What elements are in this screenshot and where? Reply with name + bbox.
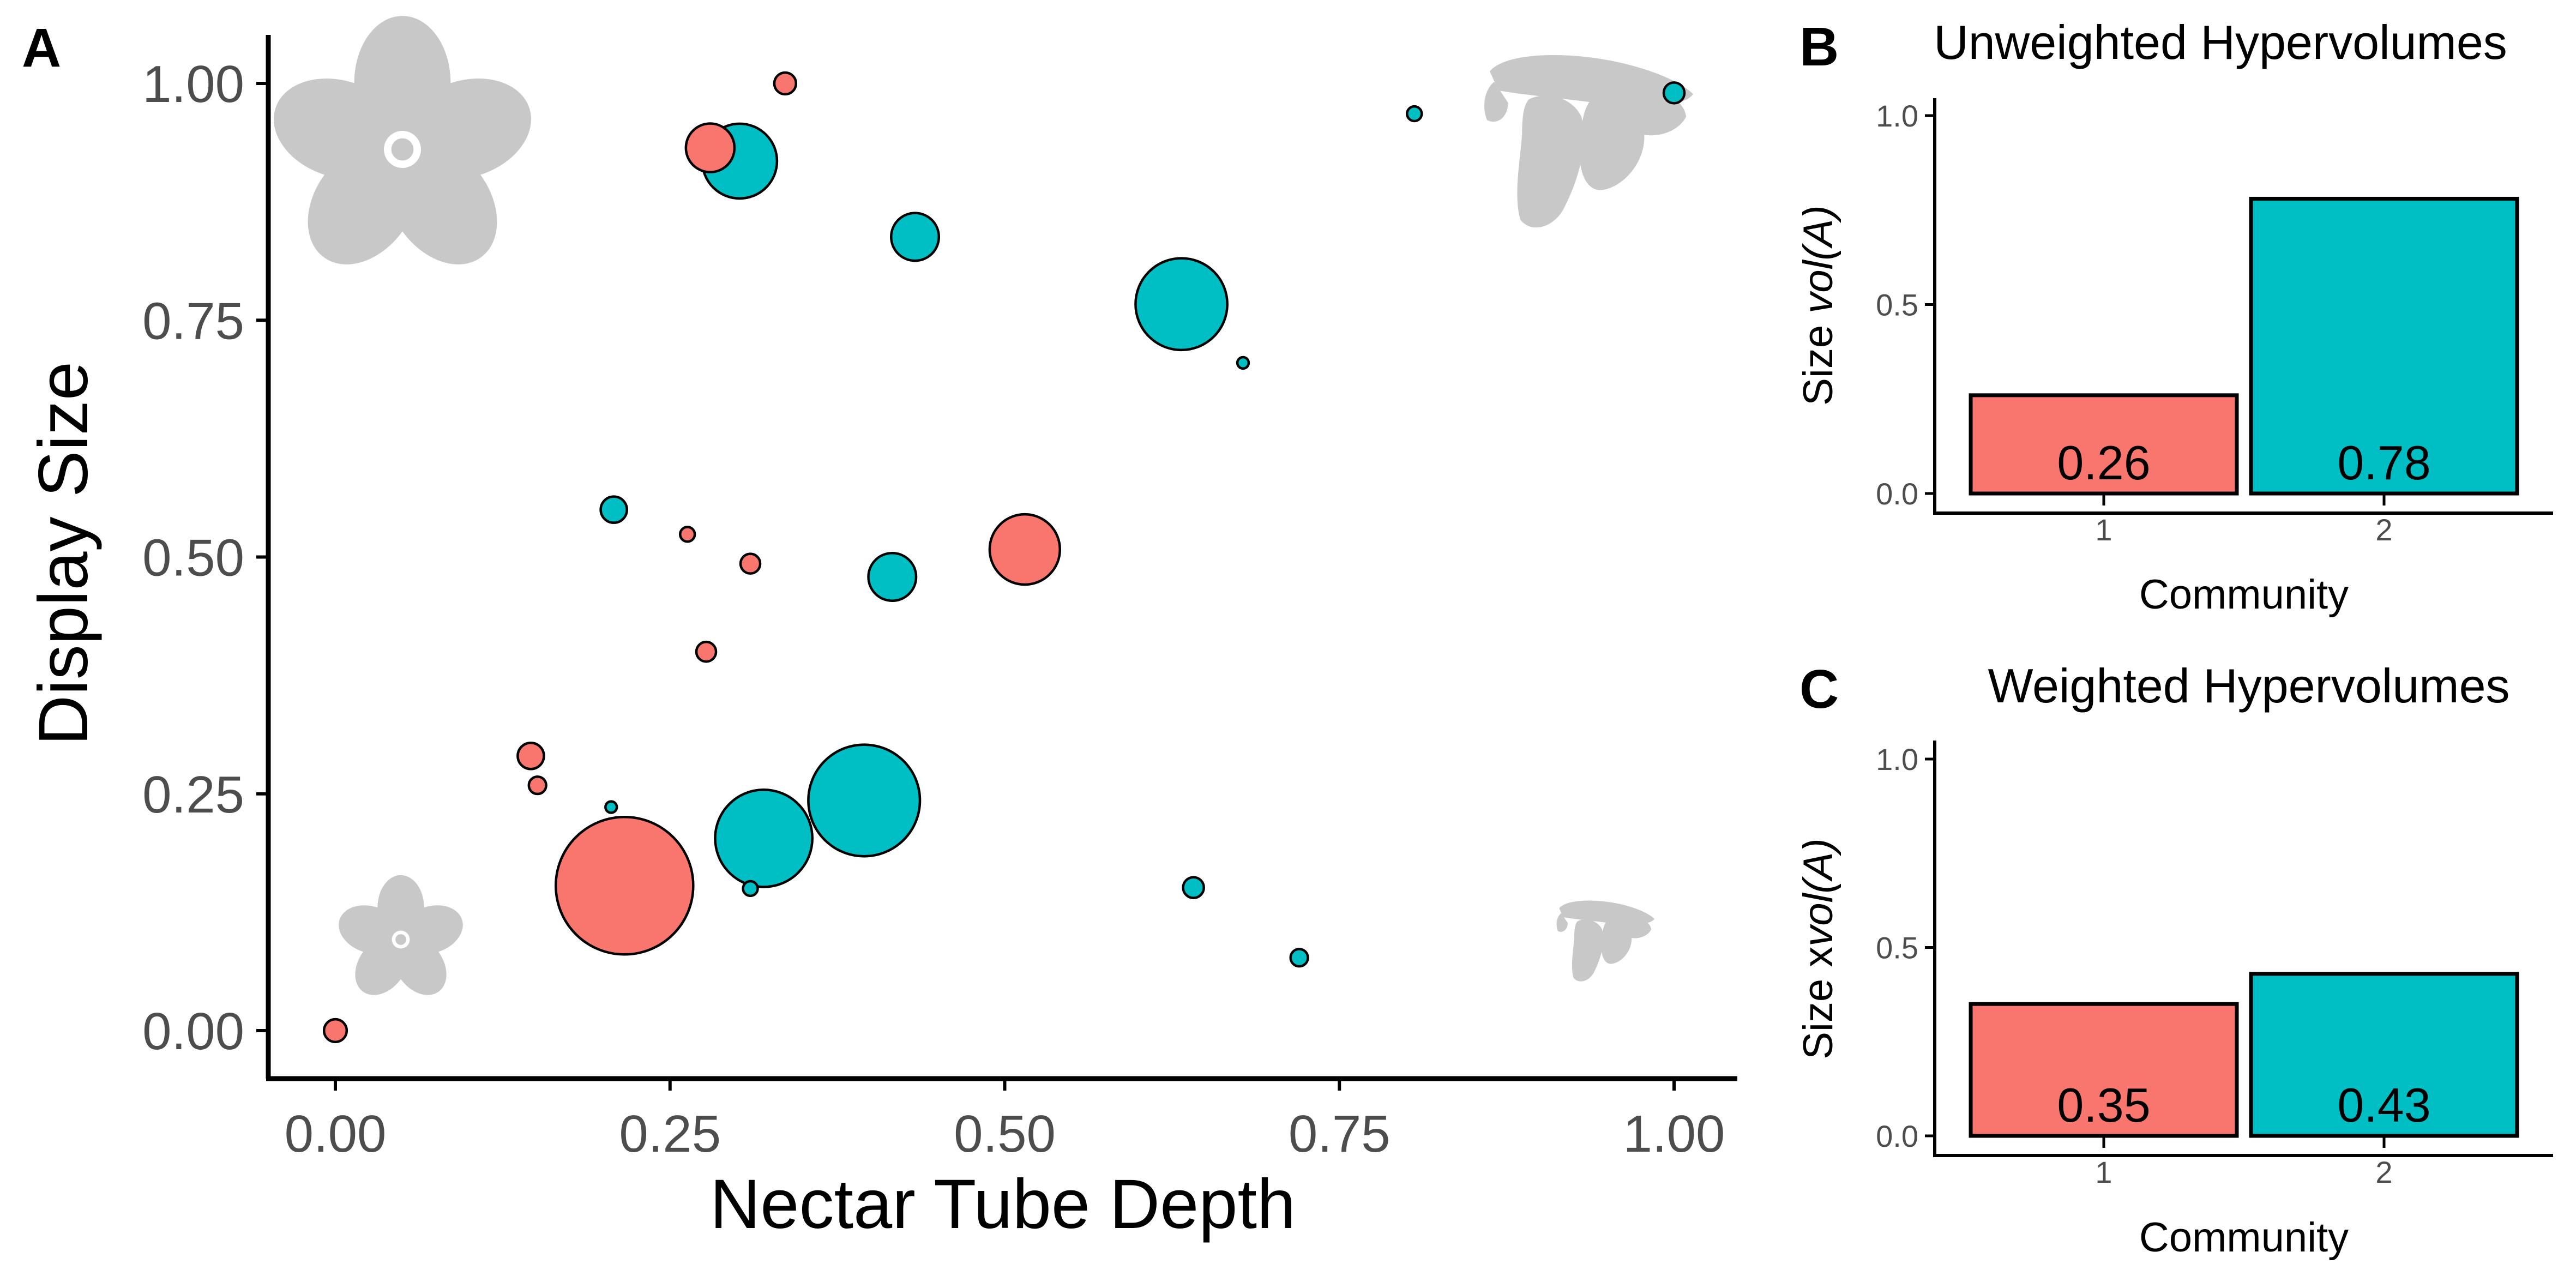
bar-community-2 bbox=[2249, 196, 2519, 496]
panel-b-bars: 0.26 0.78 bbox=[1969, 196, 2519, 496]
bar-community-1 bbox=[1969, 393, 2239, 496]
scatter-ticks: 0.00 0.25 0.50 0.75 1.00 0.00 0.25 0.50 0.75 1.00 bbox=[142, 55, 1725, 1163]
y-tick-label: 0.00 bbox=[142, 1002, 244, 1061]
y-tick-label: 0.25 bbox=[142, 766, 244, 824]
panel-c-bars: 0.35 0.43 bbox=[1969, 972, 2519, 1138]
small-long-tubed-flower-silhouette-icon bbox=[1556, 900, 1654, 982]
panel-c-x-axis-title: Community bbox=[2139, 1214, 2349, 1261]
scatter-point-community-1 bbox=[678, 526, 696, 543]
scatter-point-community-2 bbox=[890, 212, 941, 262]
bar-community-1 bbox=[1969, 1002, 2239, 1138]
bar-value-label: 0.35 bbox=[2057, 1078, 2150, 1132]
scatter-points bbox=[322, 71, 1686, 1044]
panel-c-ticks: 0.0 0.5 1.0 1 2 bbox=[1876, 742, 2392, 1189]
panel-a-label: A bbox=[22, 17, 61, 79]
scatter-panel: A bbox=[22, 16, 1737, 1243]
x-tick-label: 0.75 bbox=[1289, 1105, 1391, 1163]
bar-community-2 bbox=[2249, 972, 2519, 1138]
bar-y-tick-label: 0.0 bbox=[1876, 1119, 1918, 1153]
bar-y-tick-label: 1.0 bbox=[1876, 742, 1918, 777]
scatter-point-community-1 bbox=[554, 815, 695, 956]
scatter-point-community-2 bbox=[807, 743, 922, 858]
panel-b-ticks: 0.0 0.5 1.0 1 2 bbox=[1876, 99, 2392, 547]
scatter-point-community-2 bbox=[714, 789, 814, 888]
scatter-point-community-2 bbox=[742, 880, 759, 898]
bar-y-tick-label: 1.0 bbox=[1876, 99, 1918, 133]
y-tick-label: 0.75 bbox=[142, 292, 244, 350]
bar-value-label: 0.78 bbox=[2337, 436, 2430, 490]
scatter-y-axis-title: Display Size bbox=[25, 362, 103, 745]
panel-b-label: B bbox=[1799, 16, 1839, 77]
scatter-point-community-2 bbox=[1406, 105, 1423, 123]
scatter-point-community-1 bbox=[739, 552, 762, 575]
scatter-point-community-1 bbox=[773, 71, 798, 96]
scatter-point-community-1 bbox=[695, 640, 718, 663]
panel-b-y-axis-title-prefix: Size bbox=[1795, 314, 1841, 406]
bar-y-tick-label: 0.0 bbox=[1876, 477, 1918, 511]
panel-c-y-axis-title-italic: vol(A) bbox=[1795, 838, 1841, 946]
panel-c-y-axis-title: Size xvol(A) bbox=[1795, 838, 1841, 1059]
scatter-point-community-2 bbox=[867, 551, 918, 602]
scatter-point-community-2 bbox=[1662, 81, 1686, 105]
bar-x-tick-label: 2 bbox=[2375, 1155, 2392, 1189]
scatter-point-community-1 bbox=[516, 741, 545, 771]
panel-c-y-axis-title-prefix: Size x bbox=[1795, 947, 1841, 1060]
panel-c-label: C bbox=[1799, 659, 1839, 720]
bar-x-tick-label: 1 bbox=[2095, 513, 2112, 547]
large-flower-silhouette-icon bbox=[274, 16, 531, 264]
x-tick-label: 0.25 bbox=[619, 1105, 721, 1163]
y-tick-label: 0.50 bbox=[142, 529, 244, 587]
y-tick-label: 1.00 bbox=[142, 55, 244, 113]
scatter-point-community-2 bbox=[1182, 876, 1205, 899]
x-tick-label: 0.00 bbox=[285, 1105, 387, 1163]
scatter-point-community-2 bbox=[1134, 257, 1229, 352]
x-tick-label: 1.00 bbox=[1623, 1105, 1725, 1163]
bar-y-tick-label: 0.5 bbox=[1876, 931, 1918, 965]
panel-c-title: Weighted Hypervolumes bbox=[1988, 659, 2509, 713]
scatter-point-community-1 bbox=[988, 513, 1062, 586]
x-tick-label: 0.50 bbox=[954, 1105, 1056, 1163]
unweighted-bar-panel: B Unweighted Hypervolumes 0.0 0.5 1.0 1 2 0.… bbox=[1795, 15, 2553, 618]
scatter-point-community-1 bbox=[684, 122, 736, 173]
bar-x-tick-label: 2 bbox=[2375, 513, 2392, 547]
weighted-bar-panel: C Weighted Hypervolumes 0.0 0.5 1.0 1 2 0.35… bbox=[1795, 659, 2553, 1261]
bar-y-tick-label: 0.5 bbox=[1876, 288, 1918, 322]
panel-b-y-axis-title-italic: vol(A) bbox=[1795, 205, 1841, 313]
scatter-point-community-1 bbox=[322, 1018, 348, 1044]
bar-x-tick-label: 1 bbox=[2095, 1155, 2112, 1189]
panel-b-x-axis-title: Community bbox=[2139, 571, 2349, 618]
scatter-x-axis-title: Nectar Tube Depth bbox=[710, 1165, 1296, 1243]
panel-b-title: Unweighted Hypervolumes bbox=[1934, 15, 2507, 69]
bar-value-label: 0.43 bbox=[2337, 1078, 2430, 1132]
scatter-point-community-2 bbox=[1236, 356, 1250, 370]
bar-value-label: 0.26 bbox=[2057, 436, 2150, 490]
scatter-point-community-2 bbox=[1289, 948, 1309, 968]
scatter-point-community-2 bbox=[604, 800, 618, 814]
small-flower-silhouette-icon bbox=[339, 875, 463, 995]
large-long-tubed-flower-silhouette-icon bbox=[1484, 55, 1693, 228]
panel-b-y-axis-title: Size vol(A) bbox=[1795, 205, 1841, 405]
scatter-point-community-2 bbox=[599, 495, 628, 524]
scatter-point-community-1 bbox=[527, 775, 547, 796]
